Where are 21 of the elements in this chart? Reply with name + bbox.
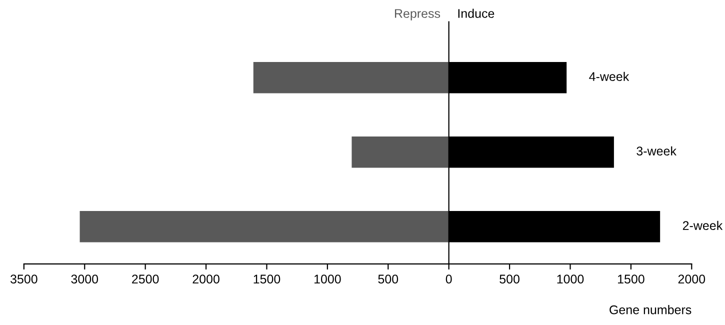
x-tick-label: 1500 xyxy=(254,274,280,284)
x-tick-label: 1000 xyxy=(314,274,341,284)
text: Repress xyxy=(394,9,440,20)
x-tick-label: 2000 xyxy=(678,274,706,284)
x-tick-label: 1000 xyxy=(557,274,584,284)
x-tick-label: 3500 xyxy=(10,274,38,284)
y-tick-label: 3-week xyxy=(636,146,676,156)
x-axis-title: Gene numbers xyxy=(610,305,692,314)
x-tick-label: 2500 xyxy=(132,274,159,284)
bar xyxy=(80,211,449,242)
y-tick-label: 4-week xyxy=(589,72,630,82)
x-tick-label: 500 xyxy=(378,274,398,284)
x-tick-label: 1500 xyxy=(618,274,644,284)
x-tick-label: 2000 xyxy=(192,274,220,284)
bar xyxy=(352,136,449,168)
x-tick-label: 0 xyxy=(446,274,452,284)
x-tick-label: 500 xyxy=(500,274,520,284)
bar xyxy=(253,62,449,94)
text: Induce xyxy=(458,8,494,18)
x-tick-label: 3000 xyxy=(71,274,98,284)
y-tick-label: 2-week xyxy=(682,220,723,230)
